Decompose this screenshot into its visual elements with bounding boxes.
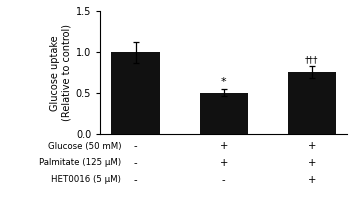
Bar xyxy=(287,72,336,134)
Text: HET0016 (5 μM): HET0016 (5 μM) xyxy=(52,175,121,184)
Text: Palmitate (125 μM): Palmitate (125 μM) xyxy=(39,158,121,168)
Text: -: - xyxy=(134,175,137,185)
Text: †††: ††† xyxy=(305,55,319,64)
Bar xyxy=(111,52,160,134)
Y-axis label: Glucose uptake
(Relative to control): Glucose uptake (Relative to control) xyxy=(50,24,72,121)
Bar xyxy=(199,93,248,134)
Text: -: - xyxy=(222,175,226,185)
Text: +: + xyxy=(219,158,228,168)
Text: +: + xyxy=(219,141,228,151)
Text: +: + xyxy=(308,158,316,168)
Text: -: - xyxy=(134,141,137,151)
Text: Glucose (50 mM): Glucose (50 mM) xyxy=(48,142,121,151)
Text: -: - xyxy=(134,158,137,168)
Text: +: + xyxy=(308,141,316,151)
Text: +: + xyxy=(308,175,316,185)
Text: *: * xyxy=(221,77,227,87)
